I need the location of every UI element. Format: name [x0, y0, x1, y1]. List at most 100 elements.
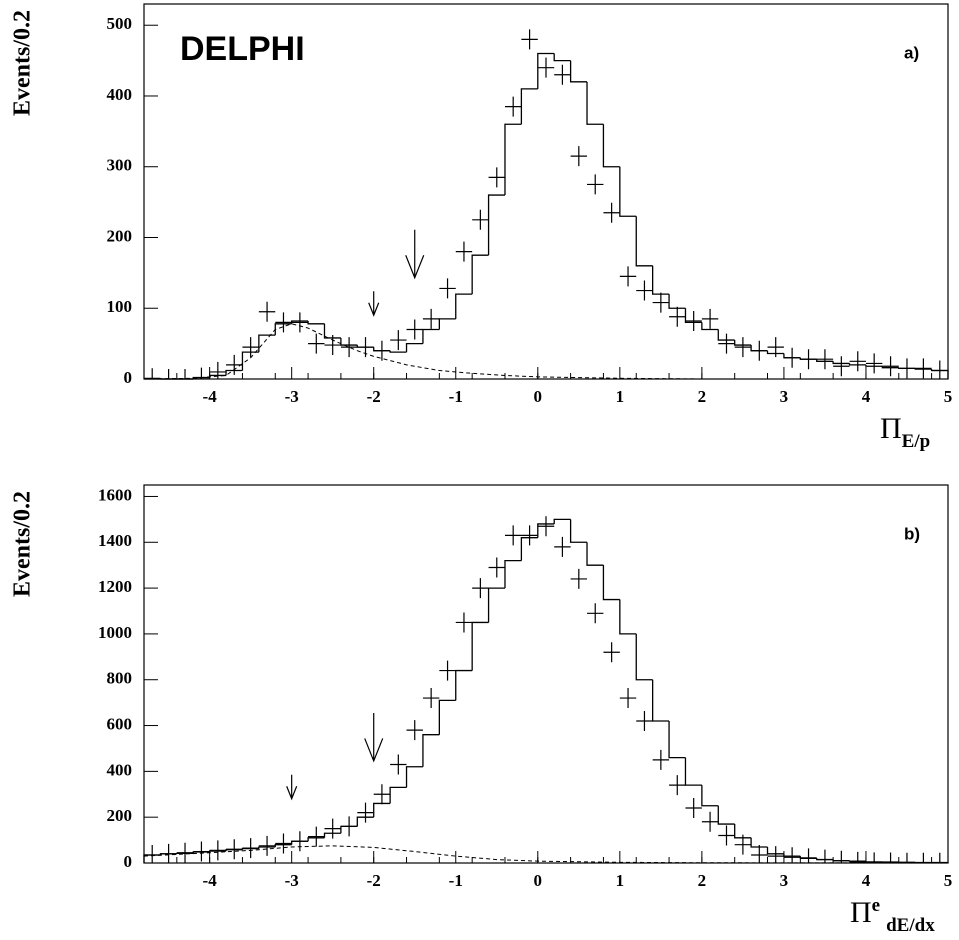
histogram-bin — [208, 850, 227, 853]
histogram-bin — [405, 342, 423, 353]
histogram-bin — [258, 334, 276, 353]
data-point — [652, 749, 670, 770]
data-point — [144, 844, 161, 863]
data-point — [554, 64, 571, 85]
histogram-bin — [553, 518, 571, 524]
y-tick-label: 300 — [107, 156, 133, 175]
x-tick-label: 0 — [534, 871, 543, 890]
data-point — [882, 356, 899, 377]
y-axis-label: Events/0.2 — [10, 491, 36, 597]
x-tick-label: 1 — [616, 871, 625, 890]
histogram-bin — [766, 350, 784, 355]
experiment-label: DELPHI — [180, 30, 305, 68]
data-point — [701, 308, 719, 329]
y-tick-label: 1400 — [98, 531, 132, 550]
histogram-bin — [734, 824, 752, 839]
data-point — [357, 802, 374, 823]
x-tick-label: 1 — [616, 387, 625, 406]
histogram-bin — [455, 669, 473, 701]
data-point — [783, 347, 801, 368]
histogram-bin — [635, 633, 653, 681]
x-tick-label: -3 — [285, 387, 299, 406]
x-tick-label: 5 — [944, 387, 953, 406]
data-point — [160, 369, 177, 380]
data-point — [931, 852, 948, 864]
y-tick-label: 1000 — [98, 623, 132, 642]
histogram-bin — [373, 802, 391, 818]
histogram-bin — [487, 587, 505, 623]
data-point — [209, 840, 227, 861]
histogram-bin — [586, 81, 604, 125]
data-point — [800, 848, 817, 863]
y-tick-label: 1600 — [98, 485, 132, 504]
data-point — [619, 688, 637, 709]
y-tick-label: 0 — [124, 368, 133, 387]
x-tick-label: -1 — [449, 387, 463, 406]
data-point — [455, 241, 473, 262]
x-tick-label: 3 — [780, 871, 789, 890]
histogram-bin — [652, 265, 670, 295]
histogram-bin — [537, 52, 555, 89]
x-tick-label: -4 — [203, 871, 218, 890]
x-tick-label: -1 — [449, 871, 463, 890]
x-tick-label: 2 — [698, 387, 707, 406]
data-point — [915, 358, 932, 379]
x-axis-label-main: Π — [880, 412, 902, 445]
data-point — [160, 843, 177, 863]
data-point — [587, 174, 604, 195]
cut-arrow — [364, 712, 384, 763]
data-point — [669, 775, 686, 796]
x-tick-label: -3 — [285, 871, 299, 890]
histogram-bin — [848, 363, 866, 366]
histogram-bin — [701, 785, 719, 807]
histogram-bin — [668, 720, 686, 759]
data-point — [291, 312, 309, 333]
x-axis-label: Πe dE/dx — [850, 895, 935, 936]
histogram-bin — [323, 323, 341, 339]
histogram-bin — [717, 805, 735, 825]
histogram-bin — [225, 369, 243, 376]
histogram-bin — [684, 308, 702, 324]
histogram-bin — [569, 60, 588, 83]
data-point — [898, 852, 916, 864]
x-tick-label: -2 — [367, 871, 381, 890]
data-point — [258, 301, 276, 322]
data-point — [865, 852, 883, 863]
data-point — [767, 337, 784, 358]
data-point — [193, 841, 210, 862]
histogram-bin — [241, 351, 259, 371]
data-point — [931, 360, 948, 379]
data-point — [833, 356, 850, 377]
histogram-bin — [323, 832, 341, 838]
data-point — [570, 568, 588, 589]
data-point — [422, 688, 440, 709]
y-tick-label: 400 — [107, 760, 133, 779]
data-point — [685, 798, 702, 819]
data-point — [504, 525, 522, 546]
data-point — [226, 839, 243, 860]
histogram-bin — [717, 329, 735, 341]
histogram-bin — [602, 124, 620, 168]
data-point — [488, 167, 505, 188]
plot-frame — [143, 3, 949, 380]
histogram-bin — [635, 216, 653, 267]
data-point — [816, 349, 834, 370]
data-point — [439, 278, 456, 299]
y-tick-label: 600 — [107, 714, 133, 733]
data-point — [340, 816, 358, 837]
panel-label: a) — [904, 43, 919, 62]
data-point — [472, 578, 489, 599]
data-point — [751, 844, 768, 863]
histogram-bin — [569, 519, 588, 543]
histogram-bin — [389, 786, 407, 804]
data-point — [701, 811, 719, 832]
data-point — [767, 846, 784, 863]
data-point — [669, 306, 686, 327]
x-axis-label-sup: e — [872, 895, 880, 916]
data-point — [242, 838, 259, 859]
histogram-bin — [816, 359, 834, 362]
panel-label: b) — [904, 524, 920, 543]
y-tick-label: 400 — [107, 85, 133, 104]
